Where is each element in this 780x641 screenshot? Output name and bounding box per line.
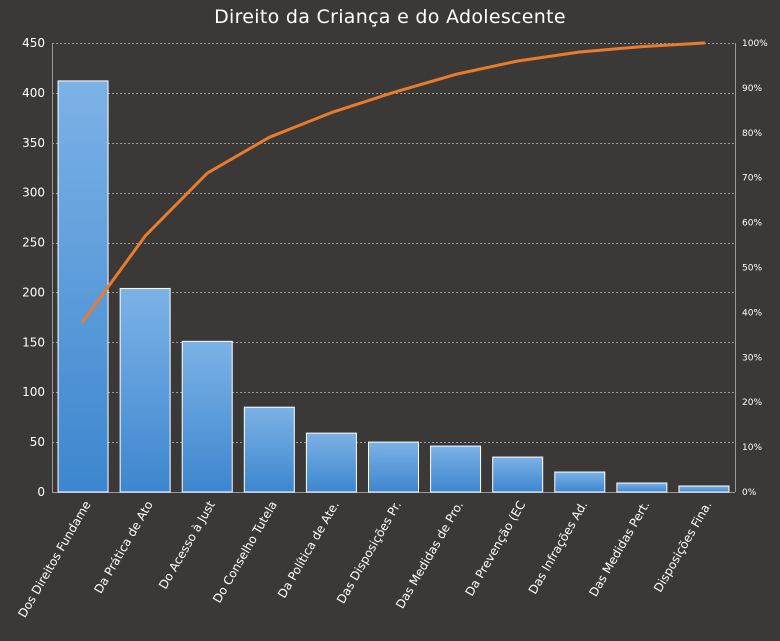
- x-tick-label: Das Medidas de Pro.: [393, 499, 466, 612]
- right-tick-label: 40%: [742, 308, 762, 318]
- bar-series: [57, 80, 730, 493]
- chart-title: Direito da Criança e do Adolescente: [214, 6, 566, 28]
- bar: [554, 471, 606, 493]
- bar: [368, 441, 419, 493]
- x-tick-label: Da Política de Ate.: [275, 499, 342, 601]
- bar: [430, 445, 482, 493]
- x-tick-label: Das Disposições Pr.: [334, 499, 404, 607]
- bar: [57, 80, 109, 493]
- cumulative-line: [81, 41, 706, 323]
- left-tick-label: 0: [37, 485, 45, 499]
- right-axis-ticks: 0% 10% 20% 30% 40% 50% 60% 70% 80% 90% 100%: [742, 39, 768, 498]
- cumulative-line-series: [81, 41, 706, 323]
- right-tick-label: 90%: [742, 84, 762, 94]
- x-tick-label: Do Acesso à Just: [156, 498, 218, 591]
- x-tick-label: Das Infrações Ad.: [526, 499, 591, 597]
- left-tick-label: 400: [22, 86, 45, 100]
- left-tick-label: 250: [22, 236, 45, 250]
- left-tick-label: 350: [22, 136, 45, 150]
- bar: [243, 406, 295, 493]
- x-tick-label: Da Prevenção (EC: [462, 499, 528, 599]
- x-tick-label: Disposições Fina.: [651, 499, 715, 595]
- x-tick-label: Dos Direitos Fundame: [15, 499, 93, 621]
- right-tick-label: 20%: [742, 398, 762, 408]
- x-tick-label: Das Medidas Pert.: [586, 499, 652, 600]
- bar: [616, 482, 668, 493]
- bar: [119, 287, 171, 493]
- x-tick-label: Da Prática de Ato: [91, 499, 155, 596]
- right-tick-label: 70%: [742, 174, 762, 184]
- right-tick-label: 100%: [742, 39, 768, 49]
- left-tick-label: 200: [22, 285, 45, 299]
- left-tick-label: 50: [30, 435, 45, 449]
- left-tick-label: 450: [22, 36, 45, 50]
- right-tick-label: 50%: [742, 264, 762, 274]
- left-tick-label: 150: [22, 335, 45, 349]
- bar: [181, 340, 233, 493]
- right-tick-label: 80%: [742, 129, 762, 139]
- right-tick-label: 10%: [742, 443, 762, 453]
- left-axis-ticks: 0 50 100 150 200 250 300 350 400 450: [22, 36, 45, 499]
- bar: [678, 485, 730, 493]
- right-tick-label: 0%: [742, 488, 757, 498]
- x-tick-label: Do Conselho Tutela: [210, 499, 280, 606]
- bar: [492, 456, 544, 493]
- left-tick-label: 300: [22, 186, 45, 200]
- bar: [305, 432, 357, 493]
- left-tick-label: 100: [22, 385, 45, 399]
- right-tick-label: 60%: [742, 219, 762, 229]
- right-tick-label: 30%: [742, 353, 762, 363]
